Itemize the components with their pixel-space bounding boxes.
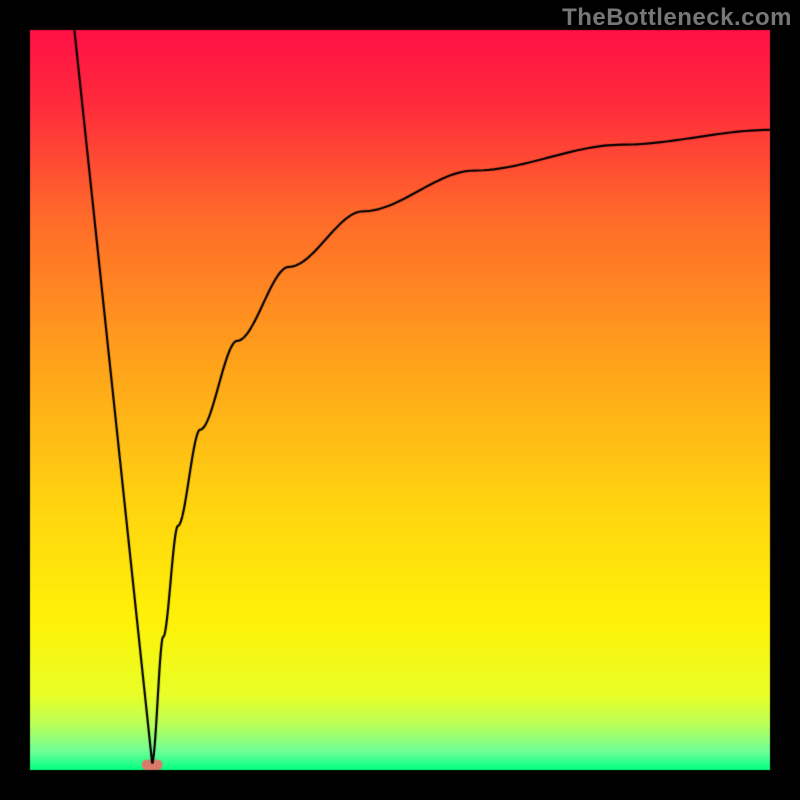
bottleneck-curve-plot — [0, 0, 800, 800]
watermark-text: TheBottleneck.com — [562, 4, 792, 32]
chart-container: TheBottleneck.com — [0, 0, 800, 800]
